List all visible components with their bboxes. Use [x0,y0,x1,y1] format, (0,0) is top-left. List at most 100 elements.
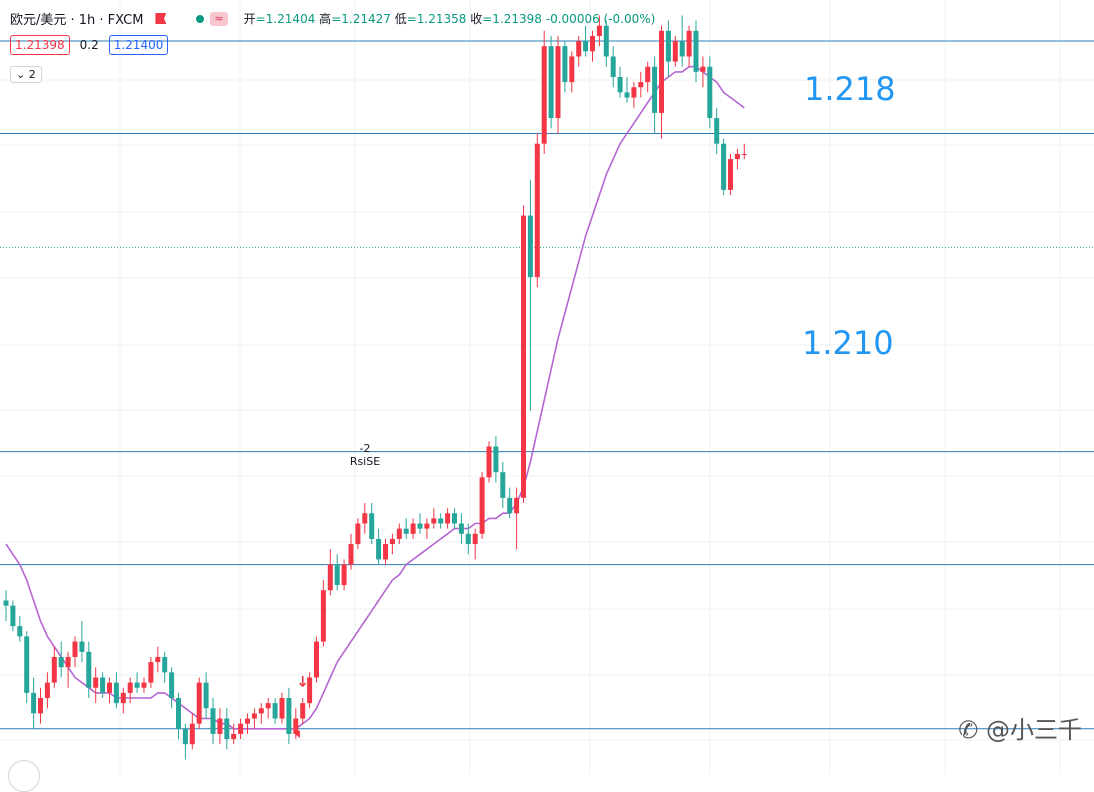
candle-body [679,41,685,57]
candlestick-chart[interactable] [0,0,1094,775]
candle [465,523,471,555]
candle-body [555,46,561,119]
candle-body [659,30,664,113]
candle-body [617,76,623,93]
candle [665,20,671,77]
candle [65,651,71,688]
candle [479,472,485,539]
candle [472,528,478,560]
candle [596,15,602,47]
candle-body [631,87,637,98]
buy-price-button[interactable]: 1.21400 [108,35,169,55]
candle-body [127,682,133,693]
candle-body [569,56,575,83]
candle-body [279,698,285,719]
candle [17,615,23,642]
candle-body [734,153,740,160]
candle-body [86,651,92,688]
trade-panel: 1.21398 0.2 1.21400 [10,35,169,55]
candle-body [355,523,361,545]
moving-average [5,65,745,730]
open-label: 开 [243,12,256,26]
candle [534,133,540,288]
candle-body [162,656,168,673]
candle-body [376,538,382,560]
candle-body [17,626,23,637]
candle-body [610,56,616,77]
candle-body [603,25,609,57]
signal-arrow-icon [299,676,307,688]
candle [672,35,678,67]
candle [224,708,230,750]
candle [548,35,554,129]
low-label: 低 [394,12,407,26]
candle [486,441,492,483]
candle [652,56,658,134]
candle [314,636,319,683]
candle [431,508,437,529]
candle [279,692,285,724]
candle [245,713,250,734]
candle [527,179,533,411]
candle-body [645,66,651,83]
candle [120,687,126,714]
candle [307,672,313,709]
candle [693,20,699,83]
candle-body [514,497,520,514]
candle-body [293,718,299,734]
flag-icon[interactable] [155,13,167,24]
wave-icon[interactable]: ≈ [210,11,228,26]
sell-price-button[interactable]: 1.21398 [10,35,70,55]
ma-line [5,65,745,730]
candle [389,533,395,555]
candle-body [369,513,375,539]
candle [203,672,209,719]
candle-body [638,82,644,88]
candle-body [245,718,250,724]
candle-body [741,153,747,155]
candle [686,25,692,67]
candle [355,518,361,550]
level-label-high: 1.218 [804,70,896,108]
symbol-title[interactable]: 欧元/美元 · 1h · FXCM [10,13,144,28]
candle-body [265,703,271,709]
candle-body [107,682,112,693]
candle [86,641,92,699]
candle-body [527,215,533,278]
high-label: 高 [319,12,332,26]
candle [396,523,402,545]
candle [238,718,244,740]
candle-body [58,656,64,668]
candle-body [445,513,451,524]
candle-body [665,30,671,62]
candle [452,508,457,529]
candle-body [120,692,126,704]
candle-body [548,46,554,119]
candle [3,590,9,622]
candle [176,692,181,740]
candle-body [534,143,540,278]
corner-button[interactable] [8,760,40,792]
candle-body [431,518,437,524]
candle [300,698,306,724]
candle [107,677,112,704]
candle [51,646,57,688]
candle [583,25,589,57]
candle [24,631,30,704]
watermark-text: @小三千 [986,716,1082,744]
candle-body [493,446,499,473]
candle [590,30,595,62]
candle-body [217,718,223,734]
candle-body [258,708,264,714]
candle-body [383,544,388,560]
spread-value: 0.2 [79,38,99,52]
candle [258,703,264,724]
candle [38,687,43,724]
candle-body [562,46,568,83]
candle [348,533,354,570]
candle-body [72,641,78,657]
candle-body [65,656,71,668]
collapse-indicators-button[interactable]: ⌄ 2 [10,66,42,83]
candle [438,513,444,529]
candle-body [100,677,106,693]
